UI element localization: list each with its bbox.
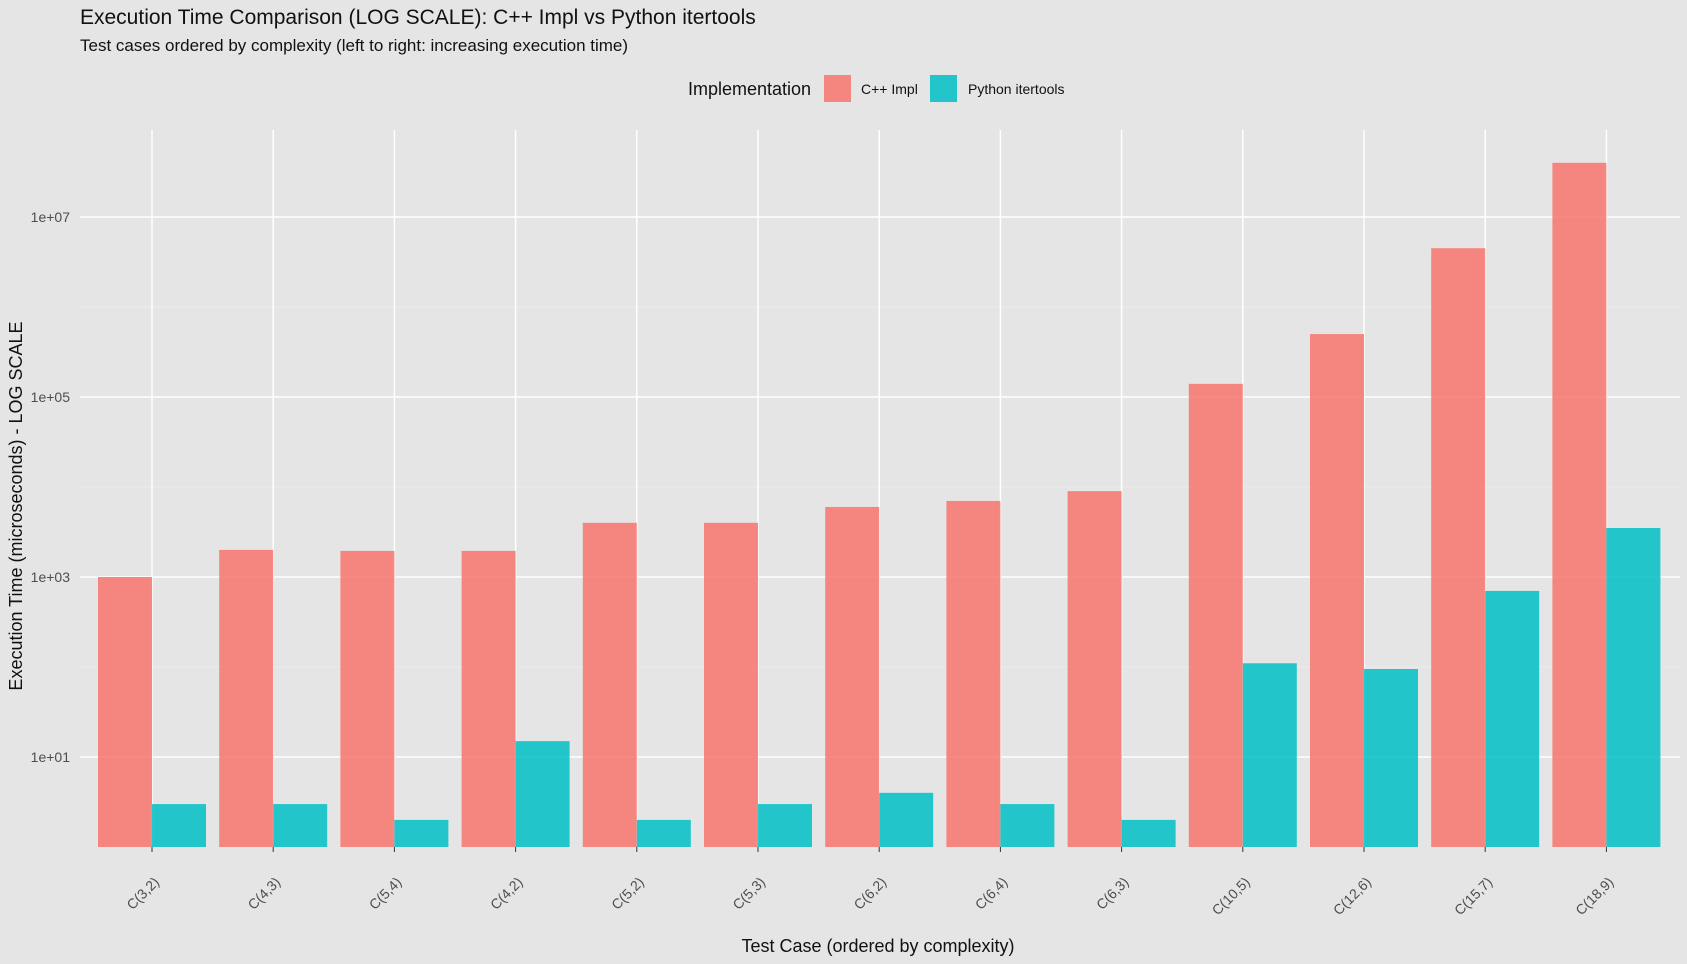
legend: Implementation C++ Impl Python itertools [688,75,1065,102]
x-tick-label: C(12,6) [1330,874,1374,918]
bar-python-1 [273,804,328,847]
x-tick-label: C(5,3) [729,874,768,913]
bar-python-4 [636,819,691,847]
bar-cpp-12 [1552,162,1607,848]
chart-title: Execution Time Comparison (LOG SCALE): C… [80,6,756,29]
bar-cpp-2 [340,550,395,847]
bar-cpp-8 [1067,491,1122,847]
legend-label: C++ Impl [861,81,918,97]
legend-item: Python itertools [930,75,1065,102]
bar-python-5 [758,804,812,847]
x-tick-label: C(5,2) [608,874,647,913]
bar-cpp-0 [98,577,152,847]
x-tick-label: C(10,5) [1209,874,1253,918]
chart-subtitle: Test cases ordered by complexity (left t… [80,36,629,55]
bar-python-11 [1485,590,1540,847]
legend-title: Implementation [688,79,811,99]
y-axis-title: Execution Time (microseconds) - LOG SCAL… [6,321,26,690]
bar-python-7 [1000,804,1055,847]
y-tick-label: 1e+01 [31,749,71,765]
x-tick-label: C(3,2) [123,874,162,913]
x-tick-label: C(6,4) [972,874,1011,913]
x-tick-label: C(15,7) [1451,874,1495,918]
y-tick-label: 1e+03 [31,569,71,585]
y-tick-label: 1e+07 [31,209,71,225]
x-tick-label: C(18,9) [1572,874,1616,918]
bar-cpp-7 [946,500,1001,847]
legend-key-python [930,75,957,102]
bar-python-6 [879,792,934,847]
bar-python-8 [1121,819,1176,847]
x-tick-label: C(6,2) [850,874,889,913]
y-tick-label: 1e+05 [31,389,71,405]
bar-python-0 [152,804,206,847]
bar-cpp-1 [219,549,274,847]
bar-cpp-10 [1310,334,1364,847]
bar-cpp-5 [704,522,758,847]
bar-cpp-11 [1431,248,1486,847]
x-tick-label: C(5,4) [366,874,405,913]
x-tick-label: C(4,3) [244,874,283,913]
bar-python-10 [1364,669,1418,847]
bar-python-9 [1242,663,1297,847]
legend-label: Python itertools [968,81,1065,97]
x-tick-label: C(6,3) [1093,874,1132,913]
legend-item: C++ Impl [824,75,918,102]
bar-cpp-9 [1188,383,1243,847]
bar-python-12 [1606,528,1661,847]
bar-python-2 [394,819,449,847]
bar-cpp-4 [582,522,637,847]
bar-python-3 [515,741,570,847]
x-axis-title: Test Case (ordered by complexity) [741,936,1014,956]
legend-key-cpp [824,75,851,102]
bar-cpp-3 [461,550,516,847]
x-tick-label: C(4,2) [487,874,526,913]
bar-cpp-6 [825,506,880,847]
